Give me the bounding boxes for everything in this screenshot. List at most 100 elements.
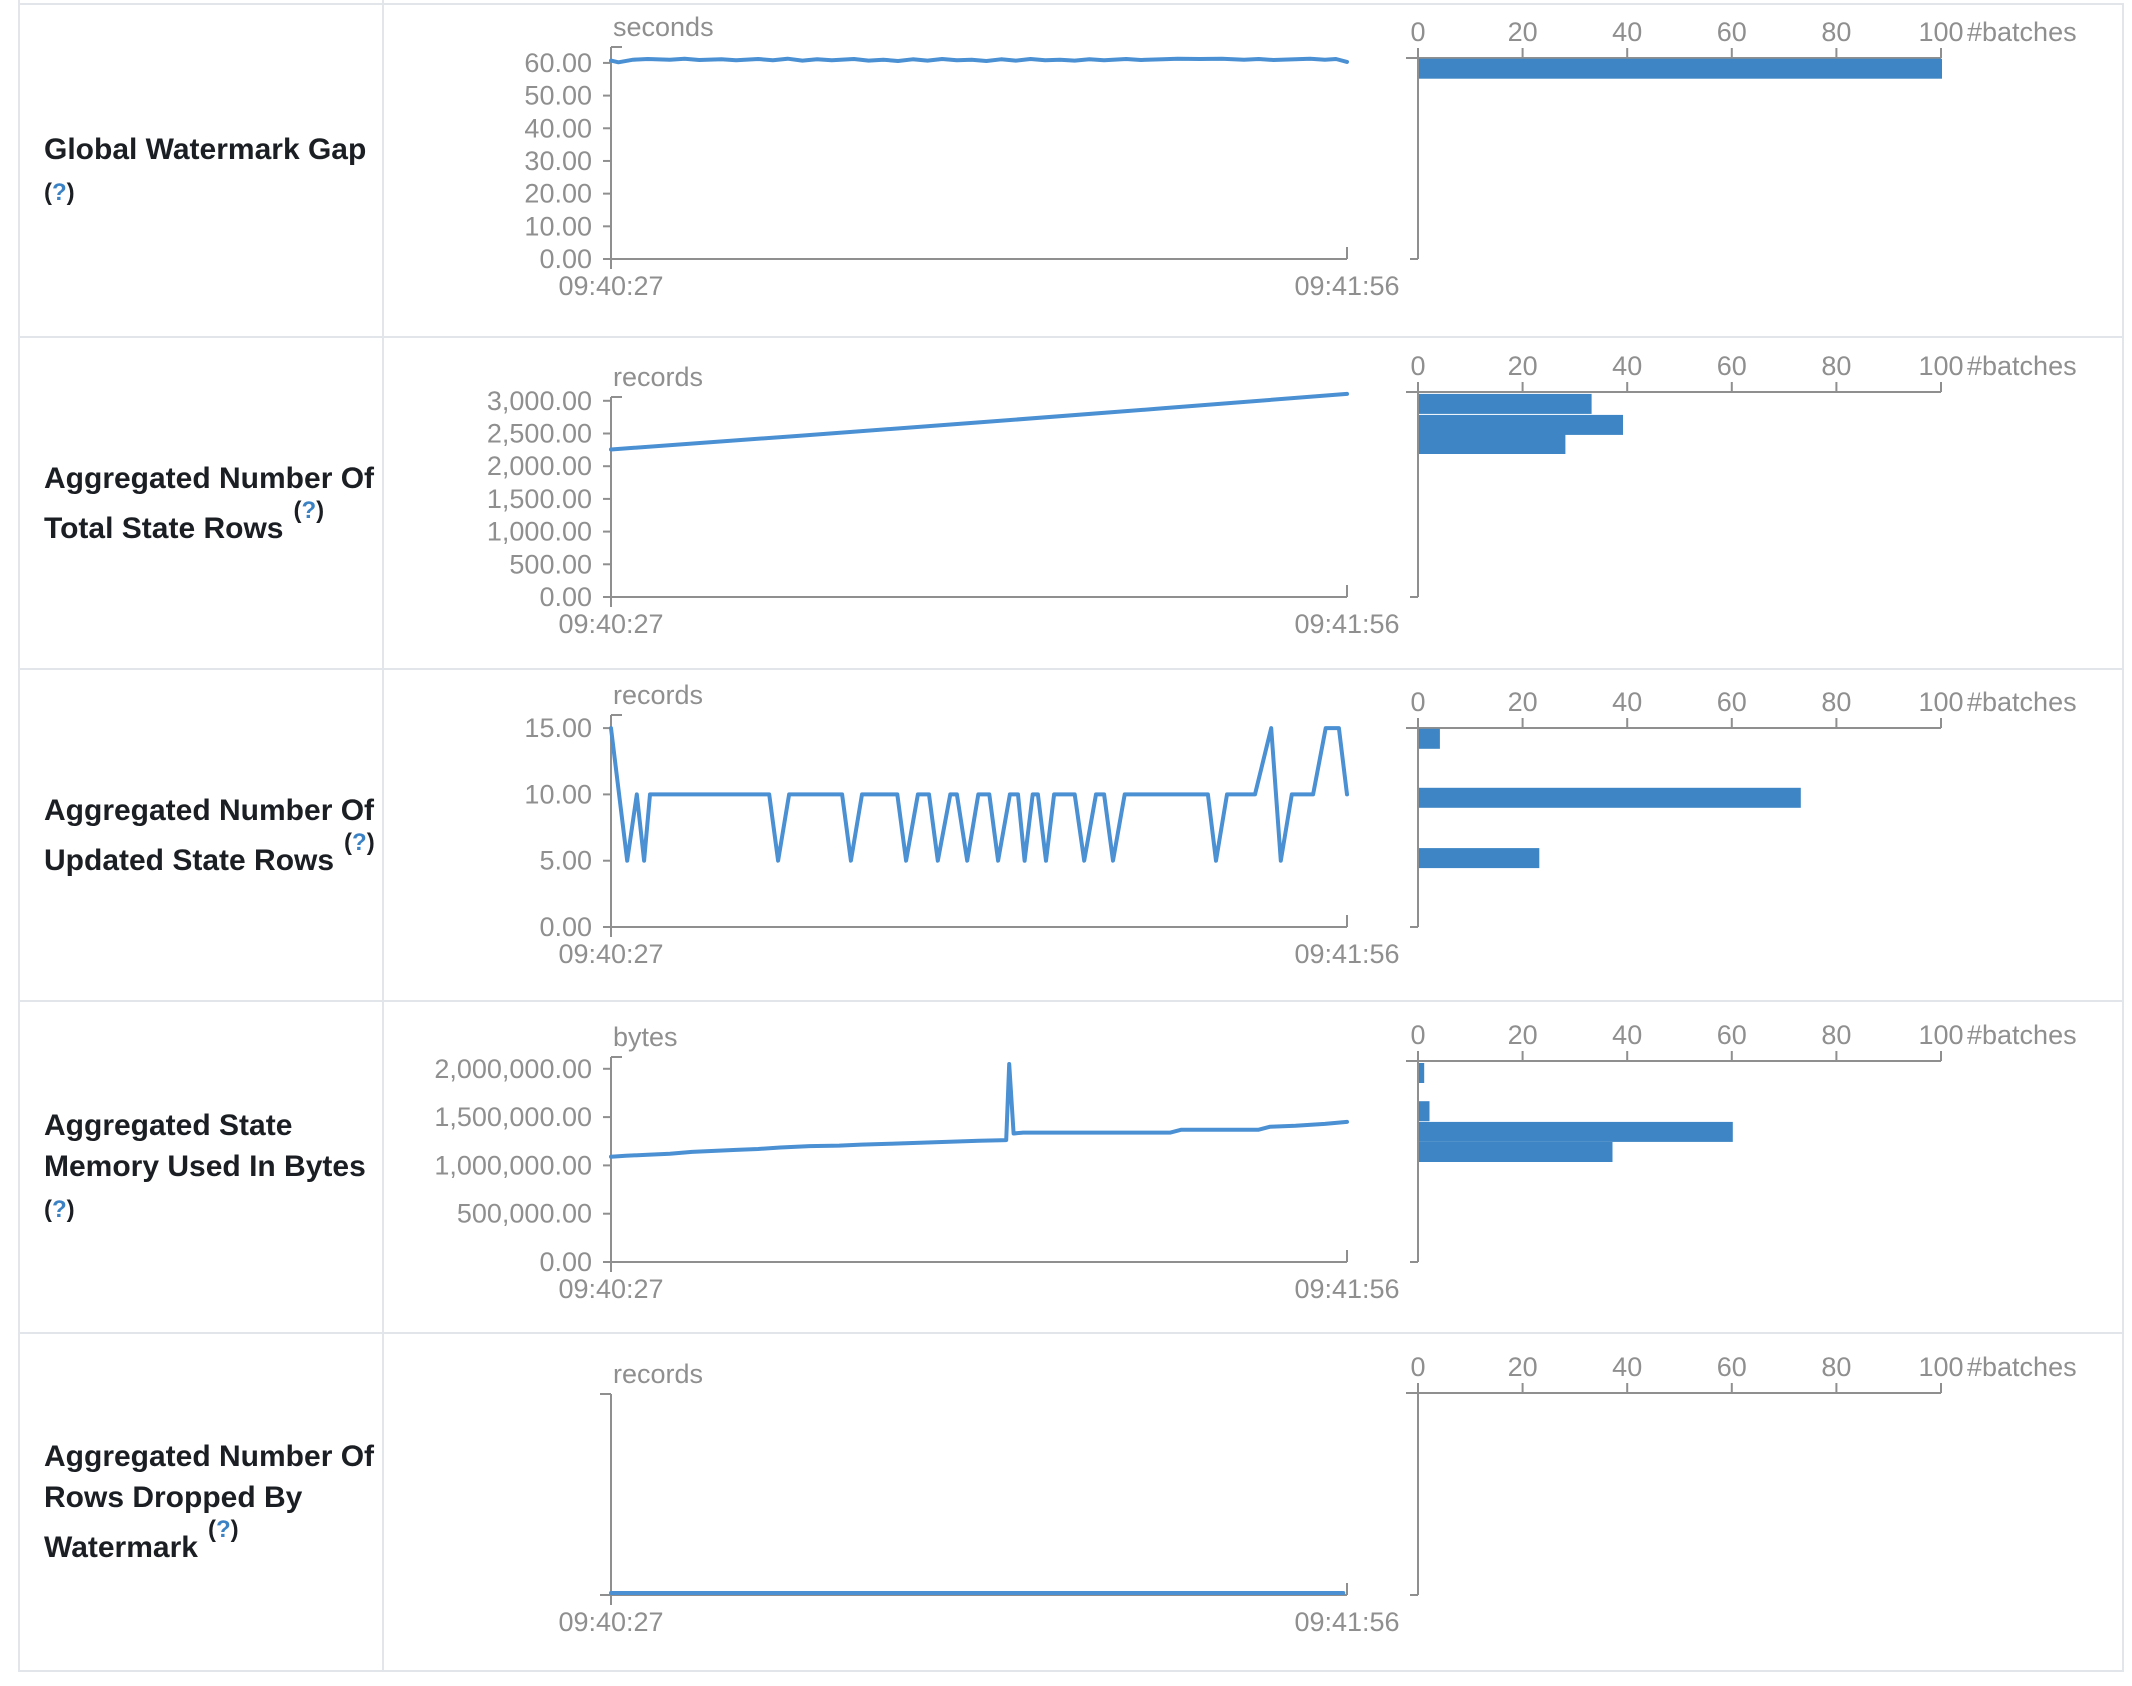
histogram-x-tick-label: 20 [1508,17,1538,47]
histogram-bar [1419,1063,1425,1083]
timeline-series-line [609,1062,1349,1159]
histogram-unit-label: #batches [1967,1352,2077,1382]
histogram-unit-label: #batches [1967,17,2077,47]
histogram-unit-label: #batches [1967,351,2077,381]
help-question-icon[interactable]: ? [52,178,67,206]
y-axis-tick-label: 20.00 [524,179,592,209]
histogram-x-tick-label: 0 [1410,687,1425,717]
y-axis-tick-label: 30.00 [524,146,592,176]
timeline-chart: records 09:40:27 09:41:56 [558,1359,1399,1637]
histogram-x-tick-label: 0 [1410,1020,1425,1050]
metric-row-total-state-rows: Aggregated Number Of Total State Rows (?)… [18,338,2124,668]
histogram-bar [1419,434,1566,454]
y-axis-tick-label: 3,000.00 [487,386,592,416]
timeline-series-line [609,56,1349,65]
y-axis-tick-label: 2,000.00 [487,451,592,481]
metric-row-global-watermark-gap: Global Watermark Gap (?) seconds 60.00 50.… [18,5,2124,336]
metric-label-text: Watermark [44,1531,198,1564]
y-axis-tick-label: 0.00 [539,244,592,274]
row-charts-svg: records3,000.002,500.002,000.001,500.001… [487,351,2077,639]
x-axis-start-label: 09:40:27 [558,1607,663,1637]
row-separator-1 [18,336,2124,338]
help-paren-open: ( [44,1195,52,1223]
histogram-chart: 0 20 40 60 80 100 #batches [1406,1020,2077,1263]
y-axis-tick-label: 10.00 [524,779,592,809]
metric-label-text: Aggregated Number Of [44,793,375,827]
histogram-x-tick-label: 40 [1612,1020,1642,1050]
y-axis-tick-label: 10.00 [524,211,592,241]
chart-cell: records 15.00 10.00 5.00 0.00 09:40:27 09:41:5… [384,670,2124,1000]
histogram-x-tick-label: 80 [1821,687,1851,717]
row-charts-svg: bytes 2,000,000.00 1,500,000.00 1,000,000.0… [434,1020,2077,1304]
table-top-border [18,3,2124,5]
histogram-bar [1419,848,1540,869]
timeline-series-line [609,391,1349,452]
metric-label-line: Rows Dropped By [44,1477,380,1518]
help-link[interactable]: (?) [44,1196,75,1223]
y-axis-tick-label: 0.00 [539,582,592,612]
y-axis-tick-label: 500.00 [509,549,592,579]
histogram-bar [1419,414,1623,435]
histogram-x-tick-label: 60 [1717,1020,1747,1050]
histogram-x-tick-label: 100 [1918,1352,1963,1382]
help-link[interactable]: (?) [293,497,324,524]
timeline-series-line [609,726,1349,863]
metric-label: Global Watermark Gap (?) [20,5,382,336]
help-link[interactable]: (?) [208,1516,239,1543]
metric-row-updated-state-rows: Aggregated Number Of Updated State Rows (… [18,670,2124,1000]
help-link[interactable]: (?) [44,179,75,206]
metric-label-line: Memory Used In Bytes [44,1146,380,1187]
timeline-unit-label: records [613,362,703,392]
help-question-icon[interactable]: ? [352,828,367,856]
y-axis-tick-label: 60.00 [524,48,592,78]
y-axis-tick-label: 1,000.00 [487,517,592,547]
histogram-x-tick-label: 100 [1918,687,1963,717]
x-axis-start-label: 09:40:27 [558,939,663,969]
help-paren-open: ( [344,828,353,856]
metric-help-line: (?) [44,1187,380,1230]
x-axis-end-label: 09:41:56 [1294,939,1399,969]
y-axis-tick-label: 2,000,000.00 [434,1054,592,1084]
metric-label-text: Aggregated Number Of [44,1440,375,1473]
x-axis-start-label: 09:40:27 [558,1274,663,1304]
y-axis-tick-label: 50.00 [524,81,592,111]
help-question-icon[interactable]: ? [215,1516,231,1543]
histogram-bar [1419,1121,1733,1142]
row-charts-svg: seconds 60.0050.0040.0030.0020.0010.000.0… [524,12,2077,301]
histogram-x-tick-label: 20 [1508,687,1538,717]
histogram-x-tick-label: 60 [1717,17,1747,47]
help-question-icon[interactable]: ? [301,496,317,524]
metric-label-text: Updated State Rows [44,843,335,877]
help-paren-close: ) [66,1195,75,1223]
histogram-x-tick-label: 40 [1612,687,1642,717]
help-link[interactable]: (?) [344,829,375,856]
metric-label-line: Aggregated Number Of [44,458,380,499]
metric-label-text: Total State Rows [44,511,284,545]
metric-label-text: Aggregated State [44,1108,293,1142]
histogram-x-tick-label: 20 [1508,1020,1538,1050]
histogram-x-tick-label: 100 [1918,17,1963,47]
histogram-x-tick-label: 40 [1612,351,1642,381]
metric-label-text: Aggregated Number Of [44,461,375,495]
help-question-icon[interactable]: ? [52,1195,67,1223]
histogram-x-tick-label: 80 [1821,1020,1851,1050]
metric-label: Aggregated Number Of Rows Dropped By Wat… [20,1334,382,1670]
table-left-border [18,0,20,1670]
histogram-chart: 0 20 40 60 80 100 #batches [1406,1352,2077,1596]
metric-label-line: Aggregated State [44,1105,380,1146]
y-axis-tick-label: 1,500,000.00 [434,1102,592,1132]
x-axis-end-label: 09:41:56 [1294,271,1399,301]
chart-cell: seconds 60.00 50.00 40.00 30.00 20.00 10.00 0.0… [384,5,2124,336]
y-axis-tick-label: 1,000,000.00 [434,1150,592,1180]
histogram-x-tick-label: 60 [1717,1352,1747,1382]
row-charts-svg: records 09:40:27 09:41:56 0 20 40 60 80 100 #batc… [558,1352,2077,1637]
histogram-unit-label: #batches [1967,687,2077,717]
y-axis-tick-label: 5.00 [539,846,592,876]
histogram-x-tick-label: 60 [1717,687,1747,717]
chart-cell: records 3,000.00 2,500.00 2,000.00 1,500.00 1… [384,338,2124,668]
histogram-x-tick-label: 40 [1612,1352,1642,1382]
y-axis-tick-label: 0.00 [539,912,592,942]
histogram-chart: 0 20 40 60 80 100 #batches [1406,351,2077,598]
metric-label-line: Global Watermark Gap [44,129,380,170]
